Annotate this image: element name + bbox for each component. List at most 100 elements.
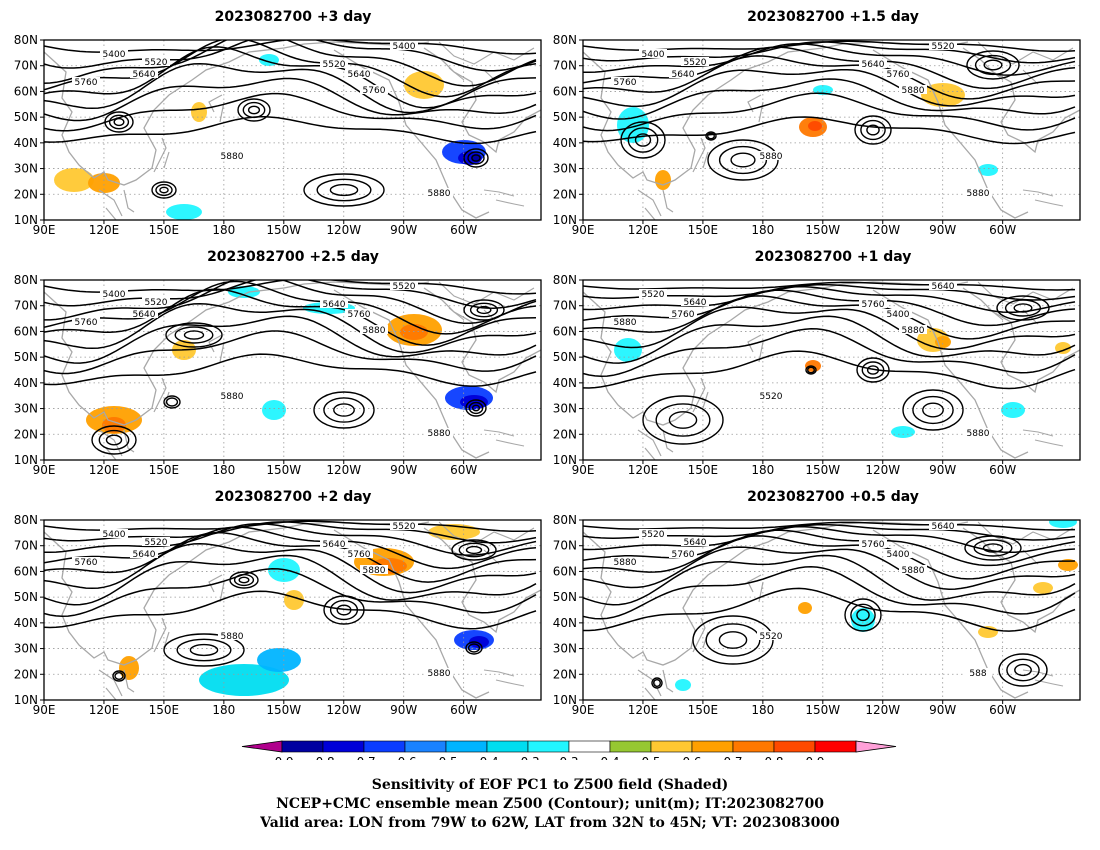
x-tick-label: 120E bbox=[628, 703, 659, 717]
z500-closed-contour bbox=[854, 115, 892, 145]
map-panel: 5400552056405760588055205640576058805880… bbox=[14, 513, 542, 717]
z500-contour bbox=[583, 554, 1076, 606]
sensitivity-patch bbox=[891, 426, 915, 438]
x-tick-label: 90E bbox=[33, 703, 56, 717]
x-tick-label: 150W bbox=[266, 463, 301, 477]
contour-label: 5760 bbox=[348, 550, 371, 560]
contour-label: 5880 bbox=[221, 392, 244, 402]
x-tick-label: 90E bbox=[572, 703, 595, 717]
y-tick-label: 80N bbox=[14, 513, 38, 527]
z500-contour bbox=[583, 327, 1076, 378]
y-tick-label: 10N bbox=[14, 213, 38, 227]
colorbar-tick-label: 0.9 bbox=[805, 755, 824, 760]
x-tick-label: 120W bbox=[326, 703, 361, 717]
z500-contour bbox=[583, 546, 1076, 590]
contour-label: 5880 bbox=[902, 326, 925, 336]
z500-closed-contour bbox=[113, 117, 125, 127]
contour-label: 5880 bbox=[428, 189, 451, 199]
z500-closed-contour bbox=[860, 119, 886, 141]
x-tick-label: 120W bbox=[865, 703, 900, 717]
z500-contour bbox=[44, 77, 537, 122]
panel-title: 2023082700 +3 day bbox=[215, 9, 372, 25]
x-tick-label: 180 bbox=[212, 223, 235, 237]
x-tick-label: 90E bbox=[33, 223, 56, 237]
x-tick-label: 180 bbox=[751, 223, 774, 237]
colorbar-segment bbox=[486, 740, 529, 753]
y-tick-label: 30N bbox=[14, 642, 38, 656]
colorbar-tick-label: -0.9 bbox=[270, 755, 293, 760]
contour-label: 5520 bbox=[760, 392, 783, 402]
sensitivity-patch bbox=[54, 168, 94, 192]
y-tick-label: 30N bbox=[14, 402, 38, 416]
sensitivity-patch bbox=[460, 395, 488, 409]
y-tick-label: 80N bbox=[553, 33, 577, 47]
contour-label: 5760 bbox=[862, 540, 885, 550]
z500-closed-contour bbox=[966, 50, 1020, 80]
map-panel: 5400552056405760588054005520564057605880… bbox=[14, 33, 542, 237]
colorbar-tick-label: 0.6 bbox=[682, 755, 701, 760]
z500-closed-contour bbox=[163, 633, 245, 667]
contour-label: 5880 bbox=[902, 86, 925, 96]
z500-closed-contour bbox=[114, 671, 124, 680]
x-tick-label: 150E bbox=[149, 703, 180, 717]
z500-closed-contour bbox=[468, 401, 484, 415]
z500-closed-contour bbox=[634, 133, 652, 147]
z500-closed-contour bbox=[242, 101, 266, 119]
y-tick-label: 60N bbox=[553, 324, 577, 338]
contour-label: 5760 bbox=[348, 310, 371, 320]
sensitivity-patch bbox=[400, 324, 428, 340]
caption-line-1: Sensitivity of EOF PC1 to Z500 field (Sh… bbox=[371, 777, 729, 793]
z500-contour bbox=[583, 535, 1076, 580]
sensitivity-patch bbox=[614, 338, 642, 362]
x-tick-label: 90W bbox=[390, 703, 417, 717]
contour-label: 5400 bbox=[642, 50, 665, 60]
z500-contour bbox=[44, 92, 537, 132]
z500-closed-contour bbox=[705, 131, 717, 141]
contour-label: 5520 bbox=[323, 60, 346, 70]
z500-contour bbox=[583, 68, 1076, 108]
sensitivity-patch bbox=[675, 679, 691, 691]
x-tick-label: 60W bbox=[450, 703, 477, 717]
x-tick-label: 120E bbox=[628, 463, 659, 477]
contour-label: 5400 bbox=[393, 42, 416, 52]
x-tick-label: 120E bbox=[89, 223, 120, 237]
x-tick-label: 150W bbox=[805, 223, 840, 237]
sensitivity-patch bbox=[1049, 520, 1077, 528]
x-tick-label: 90E bbox=[572, 223, 595, 237]
z500-closed-contour bbox=[155, 183, 173, 197]
z500-closed-contour bbox=[805, 365, 817, 375]
y-tick-label: 10N bbox=[14, 693, 38, 707]
z500-closed-contour bbox=[104, 111, 134, 133]
contour-label: 5640 bbox=[684, 298, 707, 308]
z500-contour bbox=[44, 40, 537, 98]
z500-closed-contour bbox=[668, 411, 698, 429]
z500-contour bbox=[44, 62, 537, 114]
x-tick-label: 60W bbox=[989, 223, 1016, 237]
z500-contour bbox=[583, 315, 1076, 364]
y-tick-label: 80N bbox=[14, 273, 38, 287]
contour-label: 588 bbox=[969, 669, 986, 679]
z500-closed-contour bbox=[620, 121, 666, 159]
y-tick-label: 70N bbox=[553, 59, 577, 73]
y-tick-label: 70N bbox=[553, 539, 577, 553]
x-tick-label: 90W bbox=[929, 463, 956, 477]
z500-closed-contour bbox=[316, 178, 372, 202]
x-tick-label: 150E bbox=[688, 223, 719, 237]
y-tick-label: 30N bbox=[553, 162, 577, 176]
z500-closed-contour bbox=[476, 305, 492, 315]
contour-label: 5640 bbox=[323, 300, 346, 310]
z500-closed-contour bbox=[465, 399, 487, 417]
z500-contour bbox=[583, 116, 1076, 145]
x-tick-label: 60W bbox=[450, 463, 477, 477]
panel-title: 2023082700 +2 day bbox=[215, 489, 372, 505]
contour-label: 5400 bbox=[887, 310, 910, 320]
z500-contour bbox=[583, 525, 1076, 554]
z500-closed-contour bbox=[336, 604, 352, 616]
y-tick-label: 50N bbox=[553, 590, 577, 604]
z500-closed-contour bbox=[112, 670, 126, 682]
z500-contour bbox=[583, 281, 1076, 291]
x-tick-label: 60W bbox=[989, 463, 1016, 477]
z500-closed-contour bbox=[1014, 663, 1032, 677]
z500-closed-contour bbox=[165, 322, 223, 348]
colorbar-tick-label: -0.5 bbox=[434, 755, 457, 760]
